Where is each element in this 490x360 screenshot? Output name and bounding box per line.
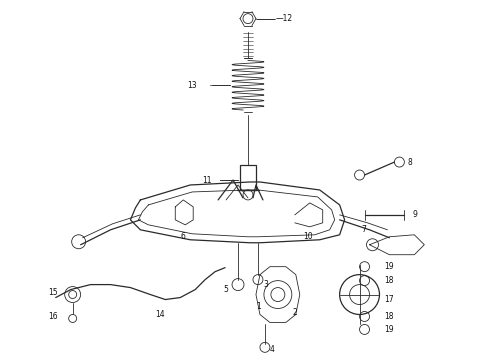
Text: 8: 8	[407, 158, 412, 167]
Text: 9: 9	[413, 210, 417, 219]
Text: 16: 16	[48, 312, 57, 321]
Text: 14: 14	[155, 310, 165, 319]
Text: 10: 10	[303, 232, 313, 241]
Text: 15: 15	[48, 288, 57, 297]
Text: 2: 2	[293, 308, 297, 317]
Text: 13: 13	[187, 81, 197, 90]
Text: 19: 19	[385, 262, 394, 271]
Text: 11: 11	[202, 176, 212, 185]
Text: 5: 5	[223, 285, 228, 294]
Text: 19: 19	[385, 325, 394, 334]
Text: 3: 3	[263, 280, 268, 289]
Text: —12: —12	[276, 14, 293, 23]
Text: 18: 18	[385, 276, 394, 285]
Text: 7: 7	[362, 225, 367, 234]
Text: 17: 17	[385, 295, 394, 304]
Text: 6: 6	[180, 232, 185, 241]
Text: 18: 18	[385, 312, 394, 321]
Text: 4: 4	[270, 345, 275, 354]
FancyBboxPatch shape	[240, 165, 256, 190]
Text: 1: 1	[256, 302, 261, 311]
